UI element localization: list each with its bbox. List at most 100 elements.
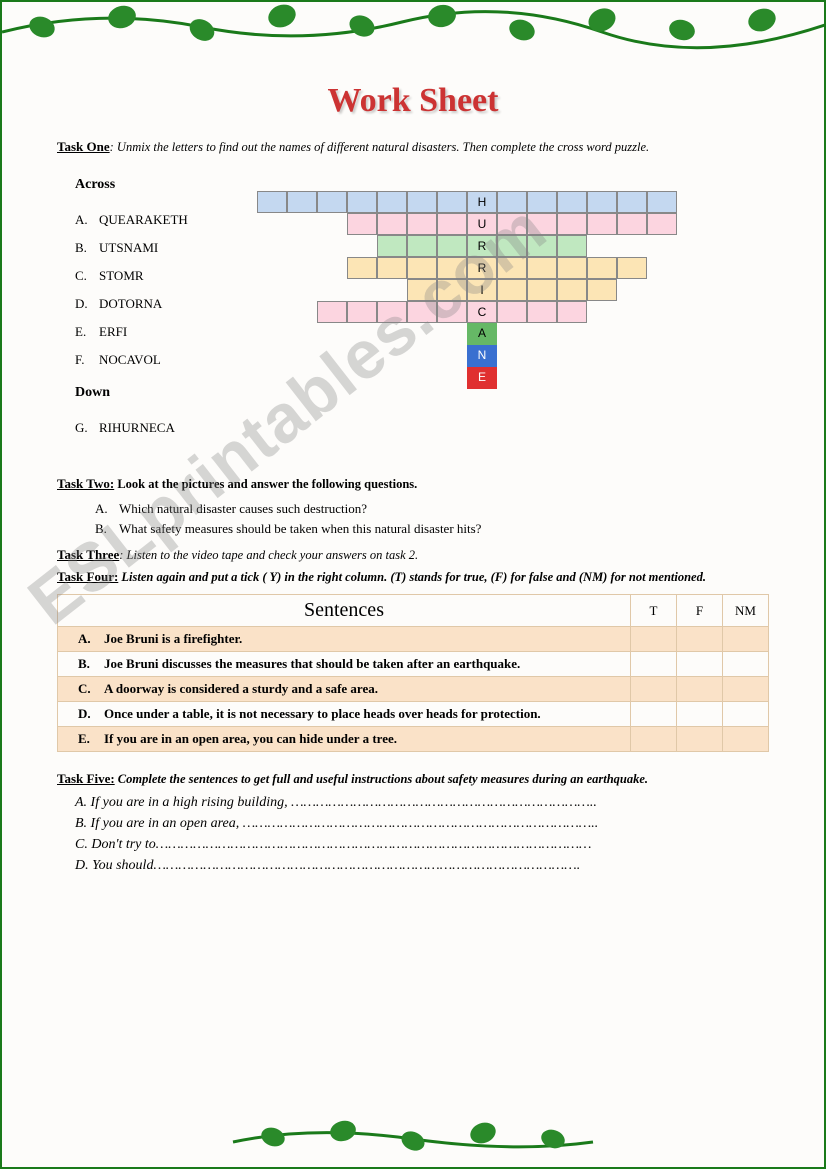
tf-checkbox[interactable] [677,702,723,727]
crossword-cell[interactable] [437,257,467,279]
tf-checkbox[interactable] [723,627,769,652]
tf-checkbox[interactable] [677,677,723,702]
crossword-cell[interactable] [617,257,647,279]
tf-checkbox[interactable] [723,702,769,727]
crossword-cell[interactable] [437,235,467,257]
crossword-cell[interactable] [527,257,557,279]
true-false-table[interactable]: Sentences T F NM A.Joe Bruni is a firefi… [57,594,769,752]
clue-item: F.NOCAVOL [75,346,257,374]
crossword-clues: Across A.QUEARAKETHB.UTSNAMIC.STOMRD.DOT… [57,166,257,442]
crossword-cell[interactable] [527,213,557,235]
crossword-cell[interactable] [617,213,647,235]
clue-item: D.DOTORNA [75,290,257,318]
worksheet-page: Work Sheet Task One: Unmix the letters t… [0,0,826,1169]
crossword-cell[interactable] [407,213,437,235]
task5-item[interactable]: A. If you are in a high rising building,… [57,792,769,813]
tf-checkbox[interactable] [723,677,769,702]
tf-checkbox[interactable] [631,727,677,752]
th-true: T [631,595,677,627]
task2-question: B.What safety measures should be taken w… [57,519,769,539]
tf-sentence: E.If you are in an open area, you can hi… [58,727,631,752]
crossword-cell[interactable] [407,191,437,213]
tf-row: C.A doorway is considered a sturdy and a… [58,677,769,702]
crossword-cell[interactable] [407,257,437,279]
task5-item[interactable]: B. If you are in an open area, ………………………… [57,813,769,834]
task5-header: Task Five: Complete the sentences to get… [57,770,769,788]
crossword-cell[interactable] [437,279,467,301]
crossword-cell[interactable] [587,257,617,279]
crossword-cell[interactable] [617,191,647,213]
crossword-cell[interactable]: H [467,191,497,213]
crossword-cell[interactable]: R [467,235,497,257]
crossword-grid[interactable]: HURRICANE [257,191,737,471]
task5-item[interactable]: D. You should………………………………………………………………………… [57,855,769,876]
crossword-cell[interactable] [527,191,557,213]
crossword-cell[interactable] [557,257,587,279]
crossword-cell[interactable] [497,279,527,301]
tf-row: B.Joe Bruni discusses the measures that … [58,652,769,677]
crossword-cell[interactable]: R [467,257,497,279]
crossword-cell[interactable] [377,235,407,257]
crossword-cell[interactable] [377,191,407,213]
crossword-cell[interactable] [287,191,317,213]
crossword-cell[interactable] [437,213,467,235]
task2-question: A.Which natural disaster causes such des… [57,499,769,519]
worksheet-title: Work Sheet [57,82,769,120]
vine-decoration-bottom [2,1117,824,1167]
crossword-cell[interactable] [587,213,617,235]
crossword-cell[interactable] [527,301,557,323]
crossword-cell[interactable] [557,301,587,323]
tf-sentence: A.Joe Bruni is a firefighter. [58,627,631,652]
crossword-cell[interactable] [497,257,527,279]
crossword-cell[interactable] [347,301,377,323]
crossword-cell[interactable] [317,191,347,213]
tf-row: A.Joe Bruni is a firefighter. [58,627,769,652]
crossword-cell[interactable] [557,213,587,235]
crossword-cell[interactable]: A [467,323,497,345]
crossword-cell[interactable] [647,213,677,235]
crossword-cell[interactable] [257,191,287,213]
crossword-cell[interactable] [557,235,587,257]
crossword-cell[interactable] [497,235,527,257]
crossword-cell[interactable] [497,213,527,235]
crossword-cell[interactable]: I [467,279,497,301]
tf-checkbox[interactable] [631,702,677,727]
tf-checkbox[interactable] [631,677,677,702]
crossword-cell[interactable] [377,257,407,279]
th-nm: NM [723,595,769,627]
task5-item[interactable]: C. Don't try to…………………………………………………………………… [57,834,769,855]
crossword-cell[interactable] [407,301,437,323]
crossword-cell[interactable] [317,301,347,323]
tf-checkbox[interactable] [723,652,769,677]
crossword-cell[interactable] [497,301,527,323]
crossword-cell[interactable] [557,279,587,301]
crossword-cell[interactable]: C [467,301,497,323]
crossword-cell[interactable] [347,213,377,235]
crossword-cell[interactable] [437,191,467,213]
crossword-cell[interactable] [377,213,407,235]
crossword-cell[interactable]: E [467,367,497,389]
tf-checkbox[interactable] [677,727,723,752]
crossword-cell[interactable]: N [467,345,497,367]
crossword-cell[interactable] [527,279,557,301]
crossword-cell[interactable]: U [467,213,497,235]
tf-checkbox[interactable] [723,727,769,752]
tf-sentence: C.A doorway is considered a sturdy and a… [58,677,631,702]
tf-checkbox[interactable] [677,652,723,677]
crossword-cell[interactable] [407,235,437,257]
crossword-cell[interactable] [587,279,617,301]
crossword-cell[interactable] [527,235,557,257]
tf-checkbox[interactable] [677,627,723,652]
crossword-cell[interactable] [347,191,377,213]
crossword-cell[interactable] [377,301,407,323]
th-false: F [677,595,723,627]
crossword-cell[interactable] [437,301,467,323]
crossword-cell[interactable] [407,279,437,301]
crossword-cell[interactable] [647,191,677,213]
crossword-cell[interactable] [497,191,527,213]
tf-checkbox[interactable] [631,652,677,677]
crossword-cell[interactable] [557,191,587,213]
crossword-cell[interactable] [347,257,377,279]
tf-checkbox[interactable] [631,627,677,652]
crossword-cell[interactable] [587,191,617,213]
